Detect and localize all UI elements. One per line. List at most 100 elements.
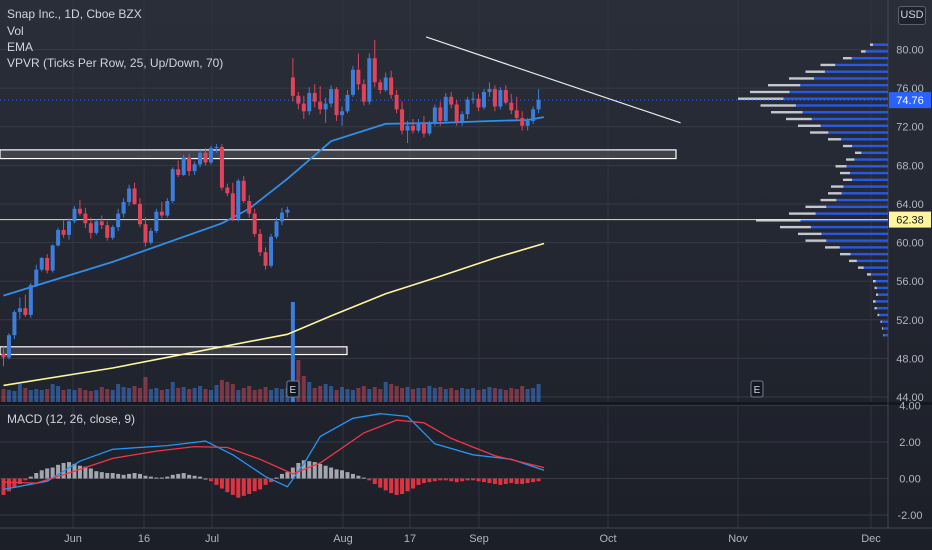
volume-bar [389,384,394,402]
level-price-badge-text: 62.38 [896,215,924,227]
volume-bars [1,302,541,402]
candle-body [509,102,514,111]
macd-histogram-bar [520,478,525,484]
trendline [425,36,681,124]
vp-row-up [813,77,888,80]
volume-bar [50,384,55,402]
volume-bar [110,390,115,402]
macd-histogram-bar [258,478,263,490]
vpvr-legend[interactable]: VPVR (Ticks Per Row, 25, Up/Down, 70) [7,56,224,70]
macd-histogram-bar [411,478,415,489]
volume-bar [241,388,246,402]
candle-body [236,180,241,220]
currency-button[interactable]: USD [898,6,926,25]
volume-bar [279,389,284,402]
candle-body [50,245,55,271]
candle-body [471,98,476,100]
volume-bar [312,388,317,402]
volume-bar [378,389,383,402]
volume-bar [247,386,252,402]
vp-row-down [798,232,822,236]
volume-bar [61,390,66,402]
macd-histogram-bar [99,472,104,479]
vp-row-down [874,286,877,290]
candle-body [498,90,503,107]
volume-bar [99,387,104,402]
earnings-marker: E [286,380,300,398]
volume-bar [307,382,312,402]
volume-bar [520,386,525,402]
macd-histogram-bar [465,478,470,481]
macd-histogram-bar [438,478,443,481]
support-zone [0,346,348,356]
macd-histogram-bar [449,478,454,482]
vp-row-up [878,293,888,296]
candle-body [400,109,405,131]
candle-body [148,230,153,243]
vp-row-up [870,273,888,276]
macd-legend[interactable]: MACD (12, 26, close, 9) [7,412,136,426]
candle-body [143,224,148,243]
candle-body [198,152,203,165]
volume-bar [416,388,421,402]
candle-body [536,99,541,110]
vp-row-down [867,273,871,276]
volume-bar [198,386,203,402]
macd-histogram-bar [269,478,274,483]
volume-bar [127,388,132,402]
macd-histogram-bar [345,472,350,479]
candle-body [301,103,306,112]
macd-histogram-bar [45,468,50,479]
grid [0,0,888,528]
vol-legend[interactable]: Vol [7,24,24,38]
candle-body [389,77,394,95]
macd-histogram-bar [181,473,186,479]
vp-row-up [841,192,888,195]
candle-body [138,203,142,225]
macd-histogram-bar [127,473,132,479]
macd-histogram-bar [121,474,126,479]
symbol-legend[interactable]: Snap Inc., 1D, Cboe BZX [7,7,142,21]
vp-row-up [828,131,888,134]
macd-histogram-bar [143,475,148,479]
vp-row-up [846,165,888,168]
vp-row-up [811,117,888,121]
candle-body [225,187,230,194]
volume-bar [1,389,6,402]
candle-body [454,104,459,122]
volume-bar [23,388,28,402]
vp-row-up [810,225,888,229]
candle-body [296,95,301,104]
macd-histogram-bar [94,471,99,479]
macd-histogram-bar [367,478,372,481]
vp-row-up [873,43,888,46]
macd-histogram-bar [50,467,55,479]
volume-bar [476,390,481,402]
candle-body [279,212,284,222]
candle-body [285,209,290,213]
macd-histogram-bar [241,478,246,496]
vp-row-up [856,259,888,263]
ema-legend[interactable]: EMA [7,40,34,54]
volume-bar [269,390,274,402]
candle-body [230,193,235,220]
macd-histogram-bar [476,478,481,482]
macd-histogram-bar [361,477,366,479]
volume-bar [67,389,72,402]
macd-histogram-bar [230,478,235,495]
candle-body [427,123,432,134]
candle-body [432,107,437,124]
macd-histogram-bar [236,478,241,498]
candle-body [531,109,536,121]
vp-row-up [863,266,888,269]
price-tick-label: 56.00 [896,276,924,288]
candle-body [110,227,115,238]
volume-bar [318,386,323,402]
vp-row-up [795,104,888,107]
candle-body [263,252,268,266]
macd-histogram-bar [39,470,44,479]
vp-row-down [756,219,801,222]
vp-row-down [858,266,864,269]
vp-row-down [873,300,876,303]
